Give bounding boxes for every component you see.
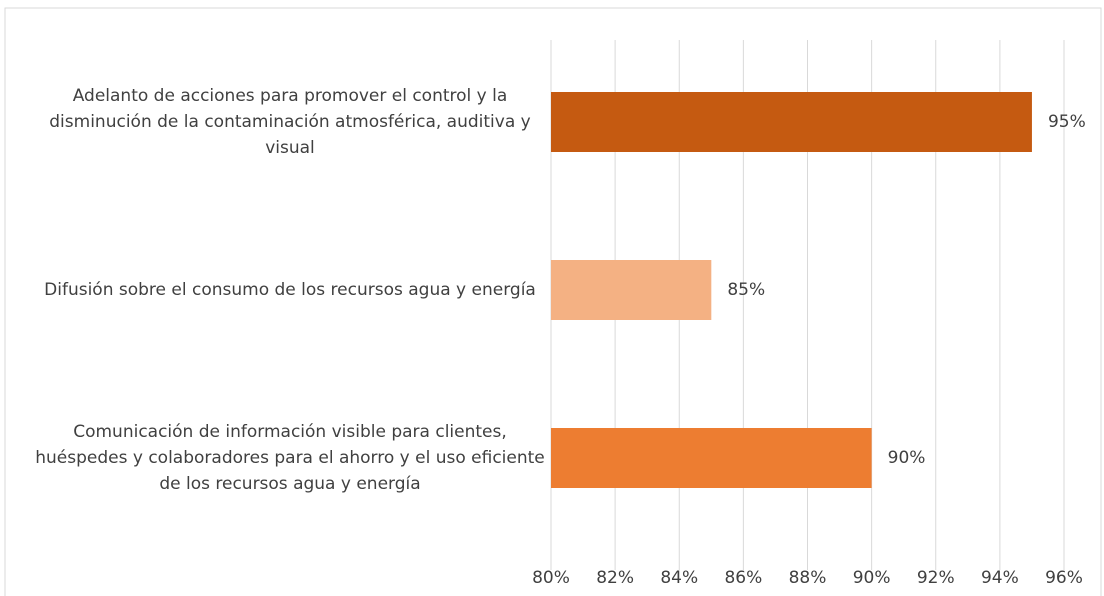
category-label: Adelanto de acciones para promover el co… [49,86,531,158]
bar [551,260,712,320]
x-tick-label: 86% [724,568,762,588]
category-label: Comunicación de información visible para… [35,422,545,494]
x-tick-label: 90% [853,568,891,588]
chart-border [4,7,1102,596]
x-tick-label: 84% [660,568,698,588]
x-tick-label: 88% [789,568,827,588]
bar [551,428,872,488]
category-label: Difusión sobre el consumo de los recurso… [44,280,536,300]
data-label: 90% [888,448,926,468]
x-tick-label: 82% [596,568,634,588]
x-tick-label: 92% [917,568,955,588]
bar [551,92,1032,152]
data-label: 85% [727,280,765,300]
data-label: 95% [1048,112,1086,132]
x-tick-label: 94% [981,568,1019,588]
x-tick-label: 96% [1045,568,1083,588]
x-tick-label: 80% [532,568,570,588]
